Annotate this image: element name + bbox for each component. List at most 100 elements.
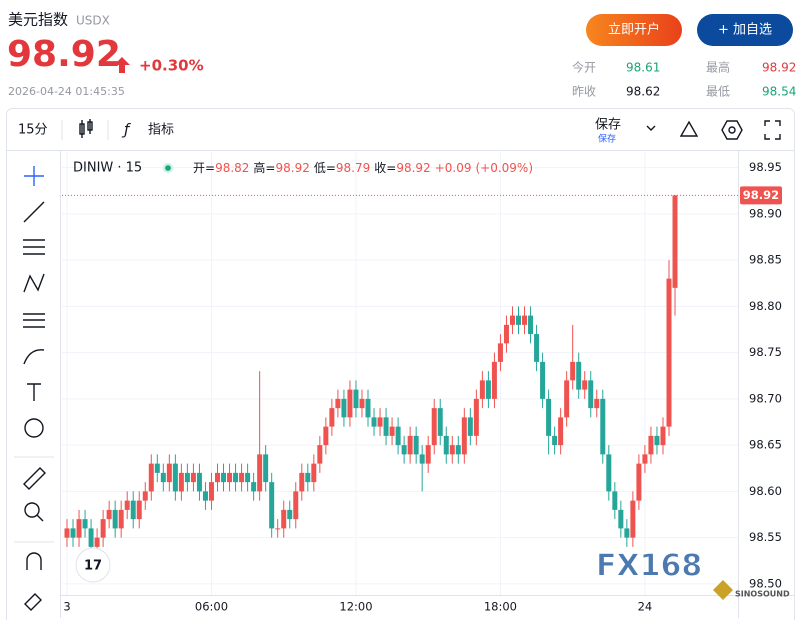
candle-body [497,343,503,362]
candle-icon[interactable] [79,119,93,138]
candle-body [443,435,449,455]
candle-body [612,491,618,510]
candle-body [522,315,528,325]
stat-value: 98.92 [762,61,796,75]
candle-body [642,454,648,464]
watermark-logo [713,580,733,600]
candle-body [648,435,654,455]
x-tick-label: 06:00 [195,600,228,614]
legend-label: 高= [253,160,275,175]
stat-label: 最低 [706,85,730,99]
candle-body [227,472,233,483]
watch-button[interactable] [697,14,793,46]
candle-body [88,528,94,547]
chevron[interactable] [646,125,656,131]
candle-body [666,278,672,427]
y-tick-label: 98.90 [749,206,782,220]
candle-body [154,463,160,473]
candle-body [202,491,208,501]
candle-body [329,408,335,427]
legend-change: +0.09 [435,161,472,175]
candle-body [564,380,570,418]
y-tick-label: 98.65 [749,438,782,452]
candle-body [251,482,257,492]
y-tick-label: 98.80 [749,299,782,313]
candle-body [239,472,245,483]
candle-body [389,426,395,436]
candle-body [359,398,365,409]
alert-icon[interactable] [679,120,699,137]
candle-body [172,463,178,492]
legend-label: 收= [374,161,396,175]
candle-body [485,380,491,399]
candle-body [558,417,564,446]
candle-body [76,519,82,538]
open-account-button[interactable] [586,14,682,46]
candle-body [287,509,293,520]
candle-body [467,417,473,436]
last-price-label: 98.92 [743,188,779,202]
candle-body [516,315,521,325]
legend-value: 98.92 [396,161,430,175]
fullscreen-icon[interactable] [764,120,781,140]
candle-body [660,426,666,446]
x-tick-label: 18:00 [484,600,517,614]
candle-body [257,454,263,492]
candle-body [491,361,497,399]
candle-body [335,398,341,409]
candle-body [311,463,317,483]
tv-logo-mark[interactable]: 17 [84,559,102,574]
legend-value: 98.79 [336,161,370,175]
chart-card [6,108,795,620]
candle-body [82,519,88,529]
candle-body [534,334,540,362]
y-tick-label: 98.50 [749,576,782,590]
legend: 开=98.82 高=98.92 低=98.79 收=98.92 +0.09 (+0.09%… [193,160,533,175]
watch-label[interactable]: + 加自选 [718,23,772,38]
drawing-tools[interactable] [23,166,46,611]
candle-body [431,408,437,446]
candle-body [528,315,534,335]
candle-body [221,472,227,483]
candle-body [317,445,323,464]
x-tick-label: 12:00 [339,600,372,614]
candle-body [245,472,251,483]
candle-body [160,472,166,483]
candle-body [196,472,202,492]
plot: 98.50 98.55 98.60 98.65 98.70 98.75 98.80 98.85… [62,150,782,614]
save[interactable]: 保存 [595,118,621,133]
candle-body [323,426,329,446]
price: 98.92 [7,34,121,75]
legend-name: DINIW · 15 [73,161,142,176]
watermark: FX168 [596,549,702,584]
candle-body [130,500,136,520]
candle-body [208,482,214,501]
candle-body [269,482,275,529]
tv-logo[interactable] [75,547,111,583]
open-account-label[interactable]: 立即开户 [608,22,660,38]
candle-body [509,315,515,325]
save-sub[interactable]: 保存 [598,133,616,145]
candle-body [100,519,106,538]
candle-body [503,324,509,344]
candle-body [473,398,479,436]
candle-body [576,361,582,390]
candle-body [233,472,239,483]
fx-icon[interactable]: ƒ [121,121,131,139]
candle-body [395,426,401,446]
legend-label: 开= [193,161,215,175]
candle-body [570,361,576,381]
candle-body [347,389,353,418]
stat-label: 昨收 [572,85,596,99]
candle-body [636,463,642,501]
settings-icon[interactable] [721,120,743,140]
indicators[interactable]: 指标 [148,123,174,138]
candle-body [341,398,347,418]
legend-change-pct: (+0.09%) [475,161,533,175]
interval[interactable]: 15分 [18,123,48,138]
y-tick-label: 98.75 [749,345,782,359]
candle-body [479,380,485,399]
y-tick-label: 98.60 [749,484,782,498]
candle-body [142,491,148,501]
stat-value: 98.62 [626,85,660,99]
